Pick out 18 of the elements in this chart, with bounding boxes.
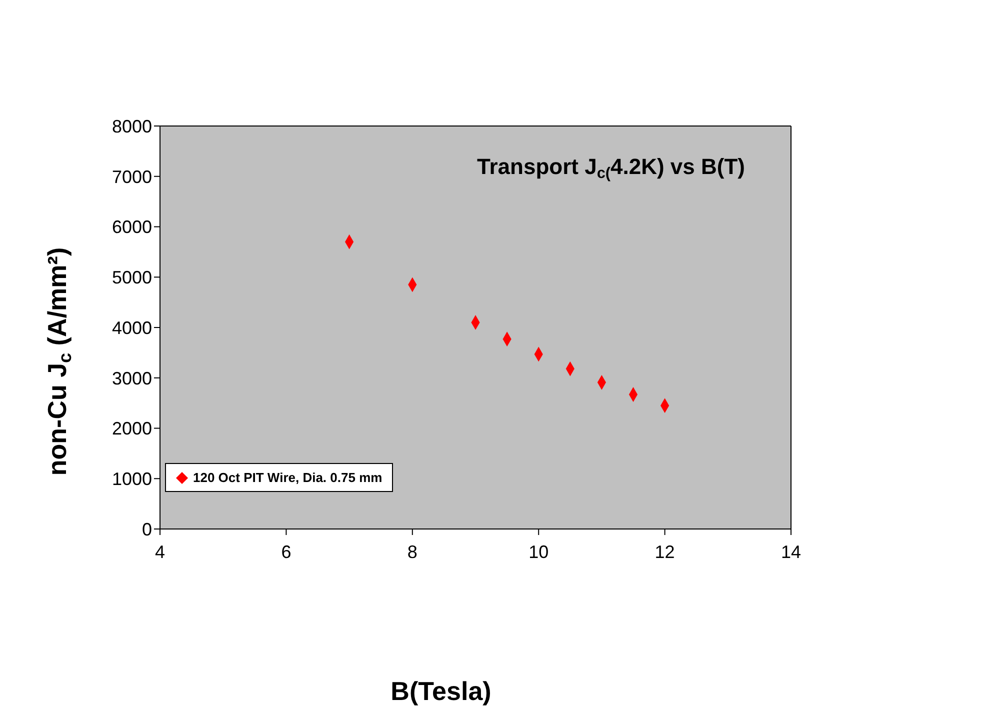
y-tick-label: 4000	[112, 318, 152, 338]
x-tick-label: 4	[154, 542, 166, 562]
legend-label: 120 Oct PIT Wire, Dia. 0.75 mm	[193, 470, 382, 485]
y-tick-label: 2000	[112, 418, 152, 439]
x-tick-label: 8	[407, 542, 418, 562]
y-tick-label: 6000	[112, 217, 152, 238]
x-tick-label: 14	[780, 542, 802, 562]
text: Transport J$_{c(}$4.2K) vs B(T)	[477, 154, 745, 182]
x-tick-label: 6	[281, 542, 292, 562]
y-tick-label: 3000	[112, 368, 152, 388]
x-tick-label: 10	[528, 542, 549, 562]
y-tick-label: 5000	[112, 268, 152, 288]
x-tick-label: 12	[654, 542, 675, 562]
y-tick-label: 7000	[112, 166, 152, 187]
y-tick-label: 1000	[112, 469, 152, 490]
x-axis-title: B(Tesla)	[390, 676, 492, 706]
y-tick-label: 0	[142, 519, 152, 540]
y-tick-label: 8000	[112, 116, 152, 136]
